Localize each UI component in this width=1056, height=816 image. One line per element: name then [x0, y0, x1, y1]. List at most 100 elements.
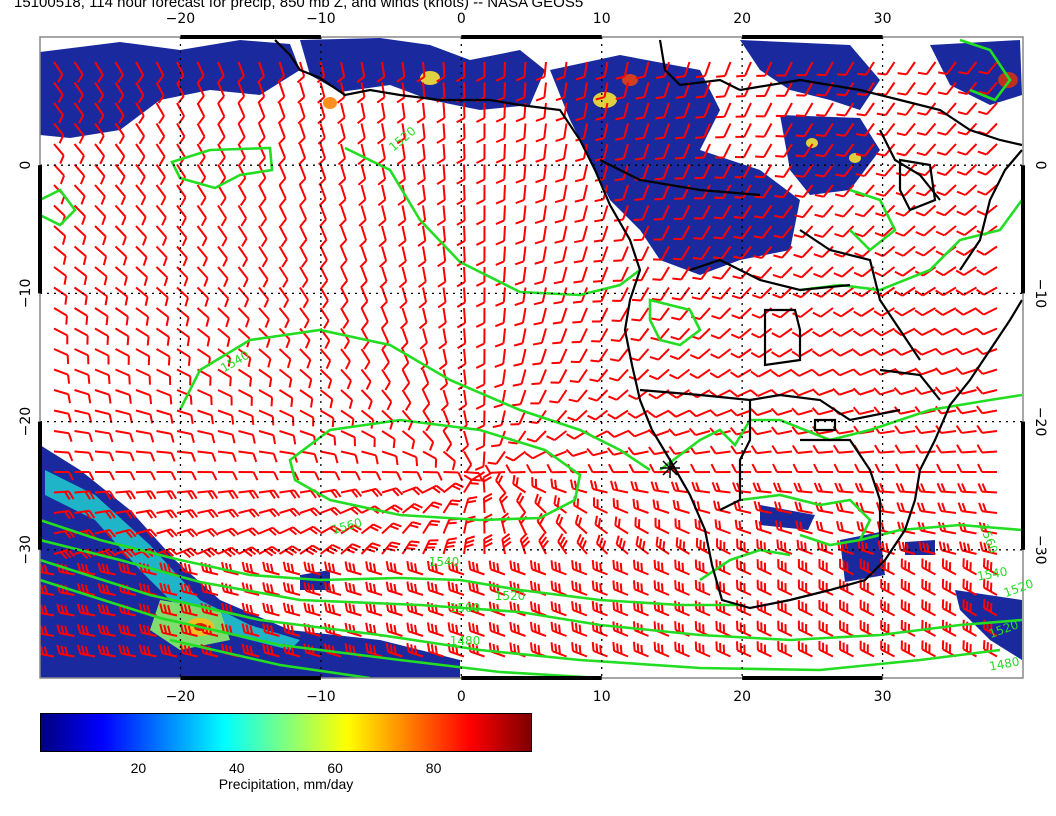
wind-barb [340, 389, 354, 409]
wind-barb [156, 471, 177, 481]
wind-barb [654, 164, 670, 181]
wind-barb [74, 430, 93, 443]
wind-barb [795, 520, 813, 535]
wind-barb [94, 245, 108, 266]
wind-barb [56, 603, 75, 617]
wind-barb [750, 426, 772, 436]
wind-barb [695, 537, 711, 555]
wind-barb [529, 560, 547, 576]
wind-barb [381, 348, 390, 371]
wind-barb [176, 471, 197, 481]
wind-barb [475, 225, 486, 246]
wind-barb [156, 528, 178, 538]
wind-barb [114, 307, 129, 326]
wind-barb [118, 562, 137, 576]
wind-barb [936, 463, 957, 474]
wind-barb [955, 327, 977, 336]
wind-barb [532, 328, 547, 346]
wind-barb [135, 368, 151, 385]
wind-barb [365, 643, 383, 658]
wind-barb [567, 409, 588, 422]
wind-barb [156, 490, 178, 500]
wind-barb [426, 642, 444, 658]
wind-barb [340, 524, 362, 535]
wind-barb [262, 623, 280, 637]
wind-barb [918, 541, 936, 555]
wind-barb [94, 266, 108, 286]
wind-barb [118, 644, 137, 658]
wind-barb [94, 529, 117, 539]
wind-barb [839, 599, 854, 617]
wind-barb [773, 245, 793, 259]
wind-barb [694, 164, 711, 180]
wind-barb [712, 266, 732, 280]
wind-barb [921, 558, 936, 576]
wind-barb [514, 287, 527, 307]
wind-barb [733, 204, 752, 220]
wind-barb [135, 143, 146, 165]
wind-barb [515, 205, 527, 225]
wind-barb [135, 389, 153, 405]
wind-barb [299, 225, 308, 248]
wind-barb [776, 61, 793, 77]
wind-barb [495, 123, 506, 144]
wind-barb [733, 225, 752, 240]
wind-barb [422, 450, 438, 468]
wind-barb [812, 444, 834, 454]
station-marker-icon [660, 458, 680, 478]
wind-barb [632, 580, 649, 596]
wind-barb [135, 225, 148, 246]
wind-barb [155, 327, 170, 346]
wind-barb [217, 527, 240, 537]
wind-barb [377, 123, 386, 145]
wind-barb [217, 266, 229, 288]
wind-barb [155, 82, 165, 104]
wind-barb [53, 102, 64, 124]
wind-barb [575, 82, 588, 101]
wind-barb [422, 484, 445, 494]
wind-barb [381, 471, 402, 481]
wind-barb [135, 409, 154, 424]
wind-barb [241, 602, 260, 617]
wind-barb [589, 368, 609, 383]
wind-barb [53, 266, 68, 285]
wind-barb [73, 307, 89, 325]
wind-barb [40, 603, 55, 617]
wind-barb [278, 368, 293, 388]
wind-barb [916, 502, 936, 514]
top-lon-label: 0 [457, 11, 466, 27]
wind-barb [532, 348, 547, 366]
wind-barb [401, 389, 412, 411]
wind-barb [115, 430, 134, 443]
wind-barb [711, 307, 732, 320]
wind-barb [419, 328, 428, 350]
wind-barb [897, 81, 916, 96]
wind-barb [74, 471, 95, 481]
wind-barb [755, 143, 773, 159]
wind-barb [675, 61, 691, 79]
wind-barb [156, 409, 174, 424]
wind-barb [299, 507, 322, 517]
wind-barb [299, 246, 308, 268]
wind-barb [777, 559, 793, 576]
wind-barb [238, 508, 260, 518]
wind-barb [934, 386, 957, 395]
wind-barb [197, 450, 217, 462]
wind-barb [832, 368, 854, 377]
wind-barb [709, 368, 732, 379]
wind-barb [298, 143, 307, 166]
wind-barb [772, 266, 793, 279]
wind-barb [612, 580, 629, 596]
wind-barb [613, 246, 629, 262]
wind-barb [135, 307, 150, 326]
wind-barb [595, 82, 609, 101]
wind-barb [380, 287, 388, 309]
wind-barb [438, 348, 448, 371]
wind-barb [135, 528, 158, 539]
wind-barb [426, 622, 444, 637]
wind-barb [553, 266, 568, 285]
wind-barb [278, 389, 294, 407]
wind-barb [73, 102, 85, 124]
wind-barb [832, 307, 855, 318]
wind-barb [856, 521, 875, 535]
